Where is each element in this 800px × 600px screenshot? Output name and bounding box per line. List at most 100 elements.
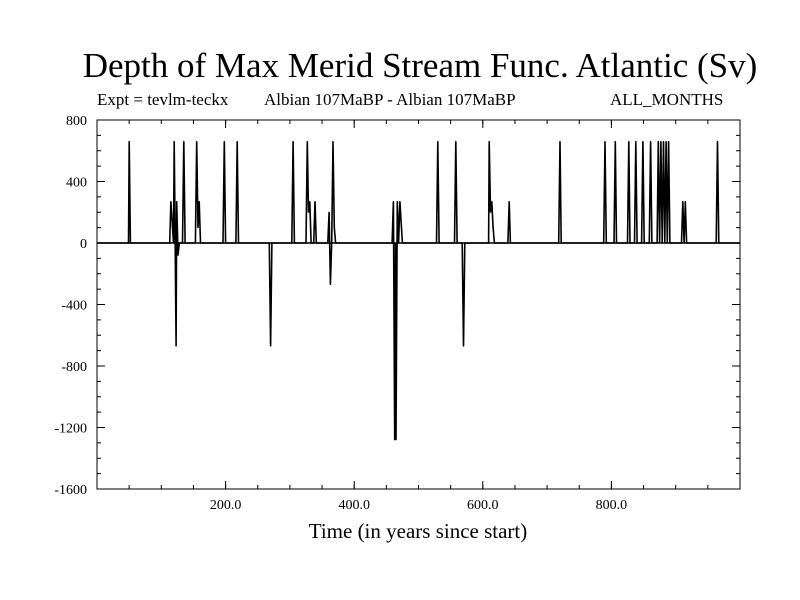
data-point <box>307 211 310 213</box>
data-point <box>605 242 607 244</box>
data-point <box>394 242 396 244</box>
data-point <box>328 211 330 213</box>
y-tick-label: -400 <box>61 299 87 314</box>
data-point <box>395 439 397 441</box>
data-point <box>176 200 178 203</box>
data-point <box>464 242 466 244</box>
data-point <box>177 254 179 256</box>
data-point <box>237 242 240 244</box>
series-layer <box>97 140 740 441</box>
data-point <box>604 140 606 143</box>
data-point <box>306 140 308 143</box>
data-point <box>636 242 638 244</box>
data-point <box>225 242 227 244</box>
experiment-label: Expt = tevlm-teckx <box>97 90 229 109</box>
data-point <box>404 242 406 244</box>
data-point <box>633 242 636 244</box>
data-point <box>391 242 393 244</box>
data-point <box>292 140 294 143</box>
data-point <box>331 242 333 244</box>
data-point <box>683 242 685 244</box>
x-tick-label: 200.0 <box>210 498 242 513</box>
data-point <box>684 200 686 203</box>
data-point <box>197 227 199 229</box>
data-point <box>668 140 670 143</box>
y-tick-label: -1200 <box>54 422 87 437</box>
series-line <box>97 141 740 440</box>
data-point <box>198 200 200 203</box>
data-point <box>271 242 273 244</box>
data-point <box>664 242 666 244</box>
data-point <box>487 242 490 244</box>
data-point <box>615 242 618 244</box>
data-point <box>687 242 689 244</box>
chart-title: Depth of Max Merid Stream Func. Atlantic… <box>82 46 758 85</box>
data-point <box>194 242 196 244</box>
data-point <box>491 200 493 203</box>
data-point <box>453 242 456 244</box>
data-point <box>648 242 650 244</box>
data-point <box>643 242 645 244</box>
data-point <box>435 242 438 244</box>
data-point <box>455 140 457 143</box>
data-point <box>196 140 198 143</box>
data-point <box>666 242 668 244</box>
data-point <box>183 140 185 143</box>
data-point <box>492 227 494 229</box>
data-point <box>509 242 512 244</box>
data-point <box>334 242 337 244</box>
data-point <box>461 242 463 244</box>
data-point <box>174 200 176 203</box>
data-point <box>650 140 652 143</box>
data-point <box>651 242 653 244</box>
data-point <box>401 242 404 244</box>
data-point <box>656 242 658 244</box>
data-point <box>315 242 317 244</box>
data-point <box>127 242 130 244</box>
data-point <box>456 242 458 244</box>
data-point <box>309 200 311 203</box>
data-point <box>173 140 175 143</box>
period-label: ALL_MONTHS <box>610 90 724 109</box>
data-point <box>494 242 496 244</box>
data-point <box>128 140 130 143</box>
data-point <box>462 345 465 347</box>
data-point <box>626 242 629 244</box>
data-point <box>270 345 272 347</box>
y-tick-label: -1600 <box>54 483 87 498</box>
data-point <box>268 242 270 244</box>
data-point <box>329 283 332 286</box>
y-tick-label: 0 <box>80 237 87 252</box>
data-point <box>397 242 400 244</box>
data-point <box>682 200 684 203</box>
data-point <box>333 227 335 229</box>
data-point <box>235 242 237 244</box>
data-point <box>291 242 293 244</box>
data-point <box>175 345 177 347</box>
data-point <box>392 200 395 203</box>
data-point <box>310 242 312 244</box>
data-point <box>686 242 688 244</box>
data-point <box>222 242 224 244</box>
data-point <box>642 140 644 143</box>
data-point <box>236 140 238 143</box>
x-tick-label: 400.0 <box>338 498 370 513</box>
x-axis: 200.0 400.0 600.0 800.0 <box>128 120 709 513</box>
data-point <box>396 200 398 203</box>
data-point <box>718 242 720 244</box>
data-point <box>613 242 615 244</box>
data-point <box>399 200 401 203</box>
data-point <box>680 242 683 244</box>
data-point <box>293 242 296 244</box>
data-point <box>172 242 175 244</box>
data-point <box>495 242 497 244</box>
data-point <box>715 242 717 244</box>
data-point <box>508 200 510 203</box>
data-point <box>635 140 637 143</box>
data-point <box>657 140 659 143</box>
data-point <box>437 140 439 143</box>
data-point <box>614 140 616 143</box>
data-point <box>199 242 202 244</box>
data-point <box>558 242 560 244</box>
